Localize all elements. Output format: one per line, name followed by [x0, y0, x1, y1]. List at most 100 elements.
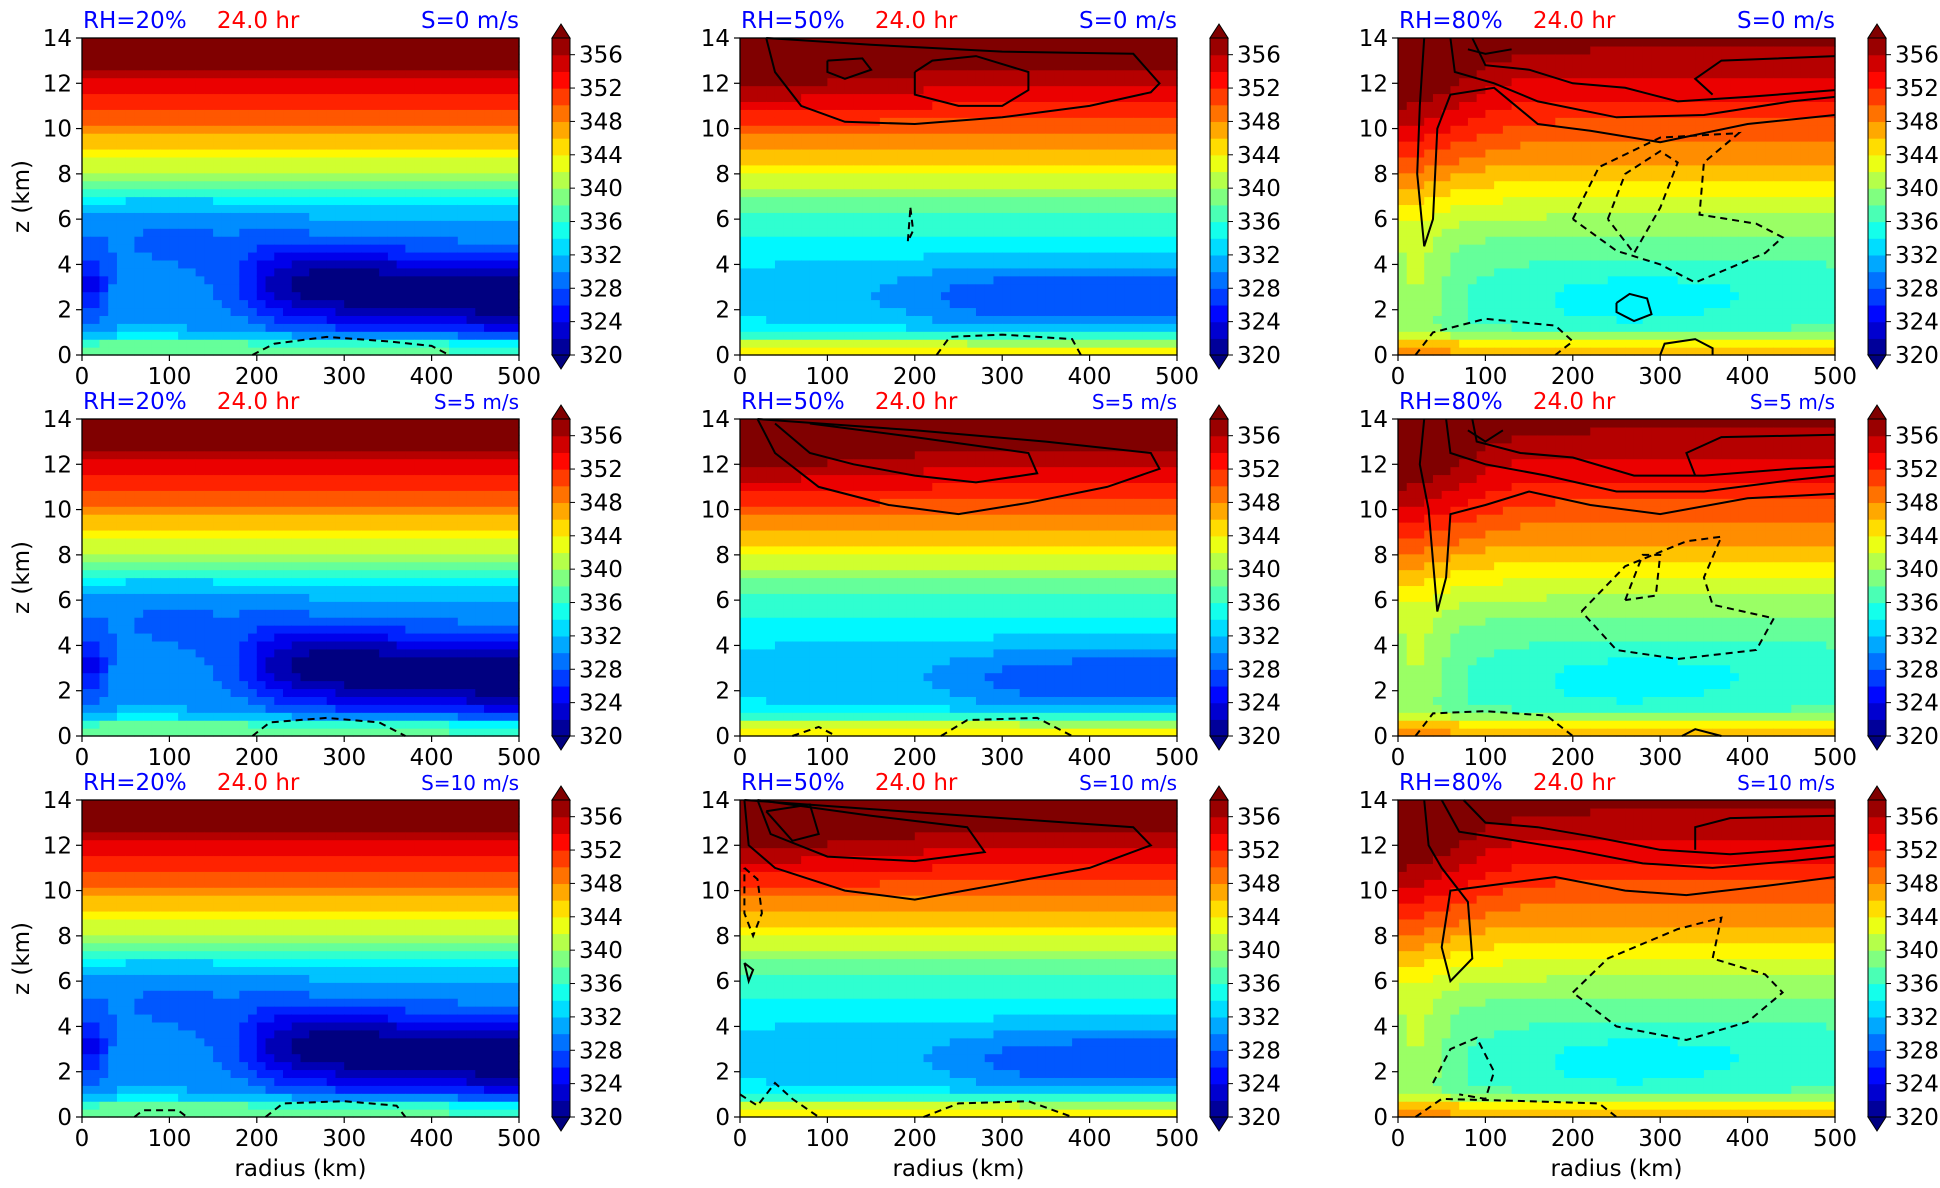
heatmap-cell: [1476, 204, 1486, 213]
heatmap-cell: [792, 347, 802, 356]
heatmap-cell: [783, 141, 794, 150]
heatmap-cell: [888, 331, 898, 340]
heatmap-cell: [792, 299, 802, 309]
heatmap-cell: [1459, 299, 1469, 309]
heatmap-cell: [387, 109, 398, 118]
heatmap-cell: [309, 172, 319, 182]
heatmap-cell: [1511, 196, 1521, 206]
heatmap-cell: [809, 283, 820, 293]
heatmap-cell: [1555, 133, 1565, 142]
heatmap-cell: [361, 156, 372, 166]
heatmap-cell: [993, 38, 1003, 47]
heatmap-cell: [774, 267, 785, 277]
heatmap-cell: [239, 93, 249, 103]
heatmap-cell: [1133, 156, 1143, 166]
heatmap-cell: [888, 212, 898, 221]
heatmap-cell: [1502, 339, 1513, 348]
heatmap-cell: [1133, 307, 1143, 316]
heatmap-cell: [195, 172, 205, 182]
heatmap-cell: [387, 267, 398, 277]
heatmap-cell: [774, 307, 785, 316]
heatmap-cell: [1450, 77, 1460, 87]
heatmap-cell: [300, 141, 310, 150]
heatmap-cell: [396, 220, 406, 229]
heatmap-cell: [405, 101, 415, 110]
heatmap-cell: [510, 299, 520, 309]
heatmap-cell: [160, 77, 170, 87]
heatmap-cell: [213, 315, 223, 324]
heatmap-cell: [466, 77, 476, 87]
heatmap-cell: [1494, 172, 1504, 182]
heatmap-cell: [1441, 117, 1452, 126]
heatmap-cell: [1572, 323, 1583, 332]
heatmap-cell: [932, 133, 942, 142]
heatmap-cell: [379, 283, 389, 293]
heatmap-cell: [501, 228, 511, 237]
heatmap-cell: [844, 212, 855, 221]
heatmap-cell: [326, 164, 337, 174]
heatmap-cell: [1529, 85, 1539, 95]
heatmap-cell: [1502, 228, 1513, 237]
heatmap-cell: [1045, 77, 1056, 87]
heatmap-cell: [1502, 299, 1513, 309]
heatmap-cell: [492, 117, 503, 126]
heatmap-cell: [1520, 323, 1530, 332]
heatmap-cell: [1415, 53, 1425, 63]
heatmap-cell: [1546, 148, 1556, 158]
heatmap-cell: [300, 315, 310, 324]
heatmap-cell: [1028, 77, 1038, 87]
heatmap-cell: [783, 61, 794, 71]
heatmap-cell: [134, 315, 144, 324]
heatmap-cell: [221, 85, 232, 95]
heatmap-cell: [1002, 38, 1012, 47]
heatmap-cell: [1485, 220, 1495, 229]
heatmap-cell: [1159, 307, 1169, 316]
heatmap-cell: [1072, 259, 1082, 269]
heatmap-cell: [300, 172, 310, 182]
heatmap-cell: [256, 347, 267, 356]
heatmap-cell: [792, 307, 802, 316]
heatmap-cell: [1555, 38, 1565, 47]
heatmap-cell: [99, 275, 109, 285]
heatmap-cell: [1054, 283, 1064, 293]
heatmap-cell: [1045, 38, 1056, 47]
heatmap-cell: [484, 45, 494, 55]
heatmap-cell: [1476, 307, 1486, 316]
heatmap-cell: [274, 307, 284, 316]
heatmap-cell: [178, 101, 188, 110]
heatmap-cell: [1572, 244, 1583, 253]
heatmap-cell: [1063, 38, 1073, 47]
heatmap-cell: [82, 180, 92, 190]
heatmap-cell: [248, 331, 258, 340]
heatmap-cell: [466, 148, 476, 158]
heatmap-cell: [414, 244, 424, 253]
heatmap-cell: [766, 141, 776, 150]
contour-dashed: [251, 335, 450, 356]
heatmap-cell: [1054, 347, 1064, 356]
heatmap-cell: [1476, 244, 1486, 253]
heatmap-cell: [1045, 61, 1056, 71]
heatmap-cell: [230, 323, 240, 332]
heatmap-cell: [1564, 196, 1574, 206]
heatmap-cell: [844, 53, 855, 63]
heatmap-cell: [274, 299, 284, 309]
heatmap-cell: [1002, 109, 1012, 118]
heatmap-cell: [510, 331, 520, 340]
heatmap-cell: [1537, 93, 1548, 103]
heatmap-cell: [169, 69, 179, 79]
heatmap-cell: [932, 53, 942, 63]
heatmap-cell: [1520, 228, 1530, 237]
heatmap-cell: [862, 141, 872, 150]
heatmap-cell: [1159, 220, 1169, 229]
heatmap-cell: [248, 93, 258, 103]
heatmap-cell: [344, 267, 354, 277]
heatmap-cell: [827, 259, 837, 269]
heatmap-cell: [239, 236, 249, 245]
heatmap-cell: [125, 259, 136, 269]
heatmap-cell: [844, 307, 855, 316]
heatmap-cell: [774, 148, 785, 158]
heatmap-cell: [1159, 283, 1169, 293]
heatmap-cell: [923, 38, 933, 47]
heatmap-cell: [1537, 141, 1548, 150]
heatmap-cell: [1511, 141, 1521, 150]
